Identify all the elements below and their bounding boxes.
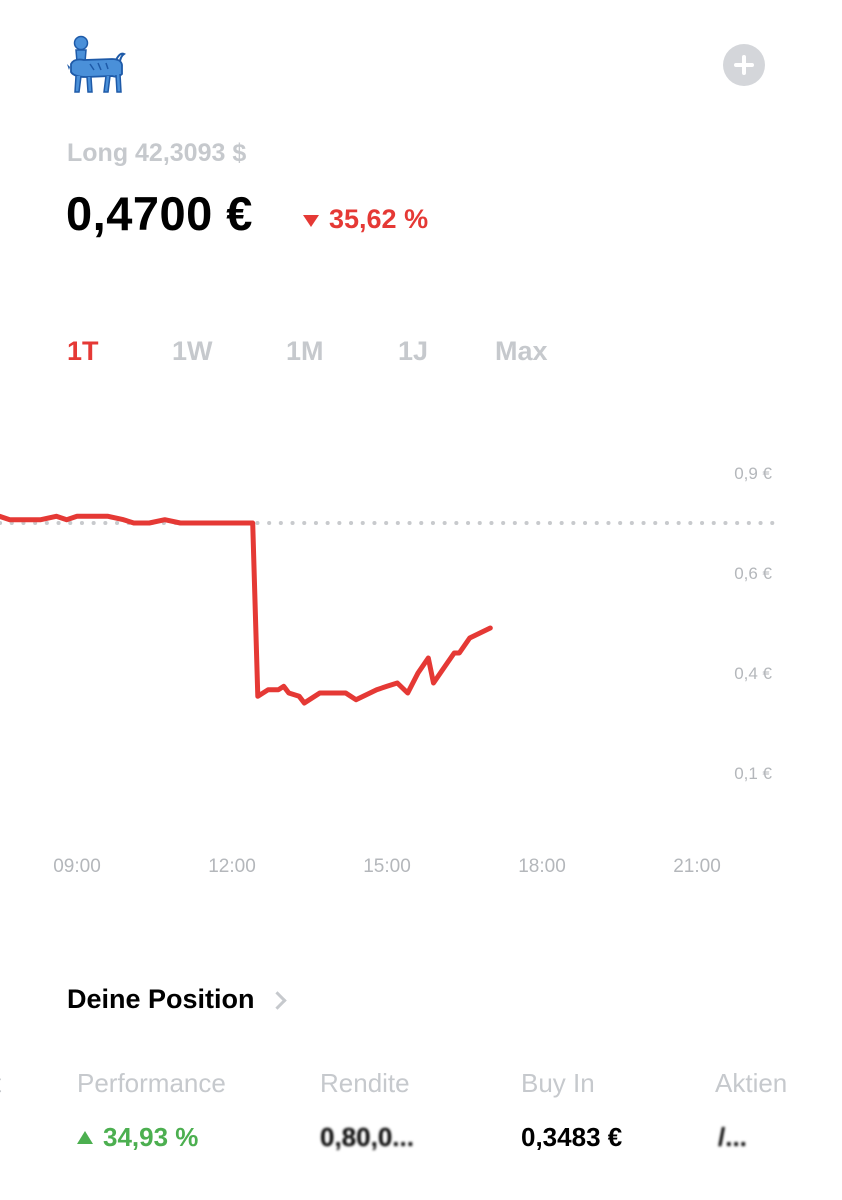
column-header-performance: Performance (77, 1068, 226, 1098)
down-triangle-icon (303, 214, 319, 227)
bull-logo-icon (66, 34, 126, 96)
price-chart[interactable]: 0,9 € 0,6 € 0,4 € 0,1 € 09:00 12:00 15:00 18:00… (0, 440, 842, 900)
position-title-label: Deine Position (67, 984, 255, 1014)
tab-1w[interactable]: 1W (172, 336, 213, 366)
x-tick-label: 12:00 (208, 856, 256, 877)
y-tick-label: 0,1 € (734, 764, 772, 783)
x-tick-label: 18:00 (518, 856, 566, 877)
price-change: 35,62 % (303, 204, 428, 235)
current-price: 0,4700 € (66, 187, 253, 240)
x-tick-label: 21:00 (673, 856, 721, 877)
chevron-right-icon (267, 991, 287, 1010)
column-header-aktien: Aktien (715, 1068, 788, 1098)
tab-1j[interactable]: 1J (398, 336, 429, 366)
tab-1t[interactable]: 1T (67, 336, 99, 366)
x-tick-label: 15:00 (363, 856, 411, 877)
column-header-buy-in: Buy In (521, 1068, 595, 1098)
y-tick-label: 0,4 € (734, 664, 772, 683)
tab-max[interactable]: Max (495, 336, 548, 366)
column-header-rendite: Rendite (320, 1068, 410, 1098)
y-tick-label: 0,9 € (734, 464, 772, 483)
x-tick-label: 09:00 (53, 856, 101, 877)
buy-in-value: 0,3483 € (521, 1122, 623, 1152)
tab-1m[interactable]: 1M (286, 336, 324, 366)
performance-value-text: 34,93 % (103, 1122, 199, 1152)
price-change-value: 35,62 % (329, 204, 429, 234)
performance-value: 34,93 % (77, 1122, 198, 1153)
price-line (0, 513, 493, 706)
add-button[interactable] (723, 44, 765, 86)
column-header-cut: t (0, 1068, 1, 1099)
y-tick-label: 0,6 € (734, 564, 772, 583)
aktien-value: /... (718, 1122, 747, 1152)
position-long-label: Long 42,3093 $ (67, 139, 247, 167)
rendite-value: 0,80,0... (320, 1122, 414, 1152)
position-title[interactable]: Deine Position (67, 984, 287, 1015)
up-triangle-icon (77, 1131, 93, 1144)
